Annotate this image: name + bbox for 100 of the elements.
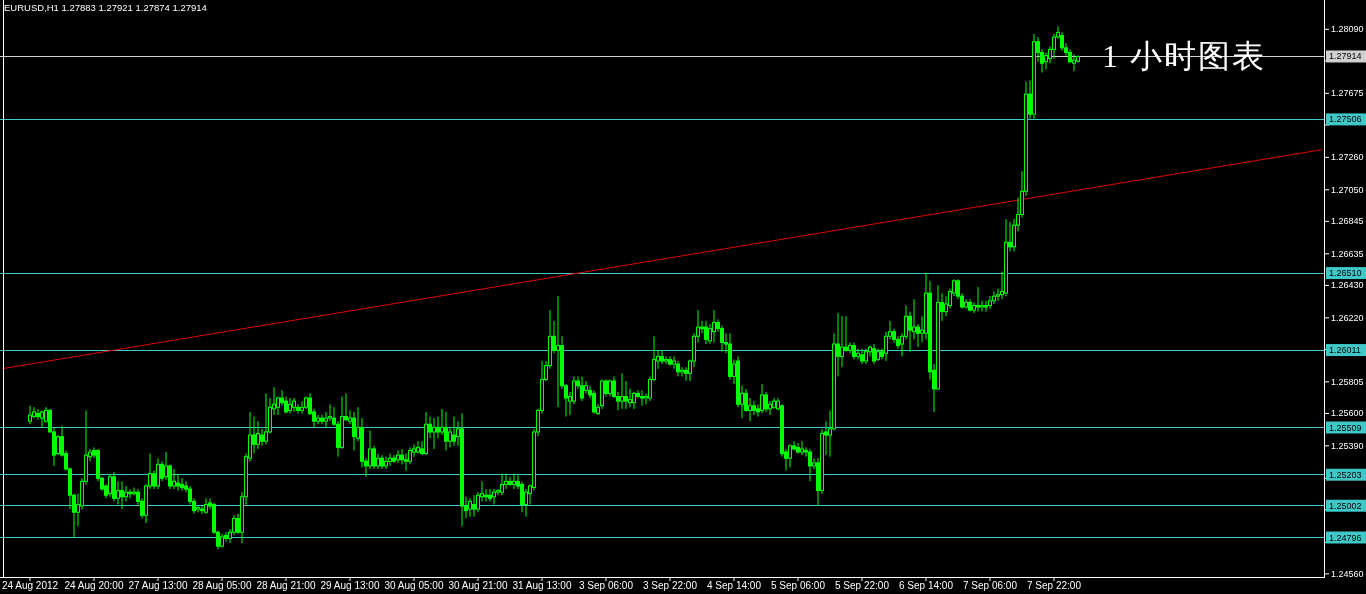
x-tick-label: 4 Sep 14:00: [707, 580, 762, 591]
x-tick-label: 7 Sep 06:00: [963, 580, 1018, 591]
candlestick: [620, 372, 624, 410]
candlestick: [592, 389, 596, 414]
candlestick: [124, 485, 128, 502]
x-tick-label: 5 Sep 06:00: [771, 580, 826, 591]
x-tick-label: 27 Aug 13:00: [128, 580, 188, 591]
candlestick: [760, 383, 764, 414]
ref-line-label: 1.25002: [1329, 500, 1362, 511]
candlestick: [180, 477, 184, 492]
y-tick-label: 1.24560: [1331, 568, 1364, 579]
x-tick-label: 7 Sep 22:00: [1027, 580, 1082, 591]
candlestick: [300, 400, 304, 414]
candlestick: [108, 473, 112, 498]
y-tick-label: 1.26845: [1331, 216, 1364, 227]
candlestick: [788, 443, 792, 468]
candlestick: [264, 392, 268, 445]
candlestick: [856, 348, 860, 360]
candlestick: [764, 391, 768, 413]
candlestick: [752, 400, 756, 416]
candlestick: [860, 348, 864, 365]
candlestick: [432, 417, 436, 450]
candlestick: [512, 473, 516, 490]
candlestick: [416, 440, 420, 455]
candlestick: [116, 480, 120, 505]
candlestick: [492, 488, 496, 505]
y-tick-label: 1.28090: [1331, 24, 1364, 35]
candlestick: [660, 349, 664, 365]
candlestick: [452, 416, 456, 447]
y-tick-label: 1.25805: [1331, 376, 1364, 387]
x-tick-label: 28 Aug 05:00: [192, 580, 252, 591]
candlestick: [388, 453, 392, 467]
candlestick: [988, 295, 992, 310]
candlestick: [984, 300, 988, 313]
candlestick: [980, 300, 984, 313]
ref-line-label: 1.24796: [1329, 532, 1362, 543]
candlestick: [524, 488, 528, 518]
candlestick: [176, 473, 180, 492]
candlestick: [748, 397, 752, 422]
candlestick: [664, 355, 668, 365]
candlestick: [844, 315, 848, 353]
candlestick: [556, 295, 560, 408]
candlestick: [712, 309, 716, 343]
candlestick: [196, 505, 200, 513]
candlestick: [384, 456, 388, 470]
candlestick: [396, 449, 400, 464]
candlestick: [352, 411, 356, 451]
y-tick-label: 1.26635: [1331, 248, 1364, 259]
chart-title: EURUSD,H1 1.27883 1.27921 1.27874 1.27914: [4, 2, 207, 13]
candlestick: [404, 453, 408, 472]
candlestick: [260, 428, 264, 447]
candlestick: [112, 471, 116, 502]
candlestick: [488, 488, 492, 502]
candlestick: [624, 380, 628, 410]
ref-line-label: 1.26510: [1329, 268, 1362, 279]
candlestick: [808, 448, 812, 482]
candlestick: [320, 414, 324, 425]
x-tick-label: 28 Aug 21:00: [256, 580, 316, 591]
ref-line-label: 1.27506: [1329, 114, 1362, 125]
candlestick: [976, 286, 980, 313]
candlestick: [40, 409, 44, 428]
candlestick: [256, 420, 260, 450]
candlestick: [372, 445, 376, 470]
y-tick-label: 1.25600: [1331, 408, 1364, 419]
candlestick: [472, 494, 476, 518]
x-tick-label: 30 Aug 21:00: [448, 580, 508, 591]
candlestick: [704, 320, 708, 345]
candlestick: [444, 411, 448, 451]
candlestick: [640, 389, 644, 407]
candlestick: [1072, 53, 1076, 72]
x-tick-label: 31 Aug 13:00: [512, 580, 572, 591]
y-tick-label: 1.25390: [1331, 440, 1364, 451]
x-tick-label: 6 Sep 14:00: [899, 580, 954, 591]
candlestick: [120, 480, 124, 510]
y-tick-label: 1.27675: [1331, 88, 1364, 99]
ref-line-label: 1.25509: [1329, 422, 1362, 433]
y-tick-label: 1.27260: [1331, 152, 1364, 163]
x-tick-label: 29 Aug 13:00: [320, 580, 380, 591]
candlestick: [872, 343, 876, 365]
candlestick: [580, 375, 584, 402]
candlestick: [56, 434, 60, 456]
candlestick: [28, 405, 32, 425]
candlestick: [288, 397, 292, 414]
ref-line-label: 1.26011: [1329, 345, 1361, 356]
x-tick-label: 5 Sep 22:00: [835, 580, 890, 591]
x-tick-label: 24 Aug 20:00: [64, 580, 124, 591]
candlestick: [992, 291, 996, 305]
x-tick-label: 24 Aug 2012: [1, 580, 59, 591]
candlestick: [500, 473, 504, 496]
y-tick-label: 1.26220: [1331, 312, 1364, 323]
candlestick: [840, 315, 844, 368]
candlestick: [36, 408, 40, 421]
x-tick-label: 30 Aug 05:00: [384, 580, 444, 591]
ref-line-label: 1.25203: [1329, 469, 1362, 480]
candlestick: [676, 360, 680, 377]
candlestick: [800, 440, 804, 456]
candlestick: [156, 457, 160, 490]
x-tick-label: 3 Sep 22:00: [643, 580, 698, 591]
candlestick: [204, 497, 208, 515]
candlestick: [172, 468, 176, 490]
